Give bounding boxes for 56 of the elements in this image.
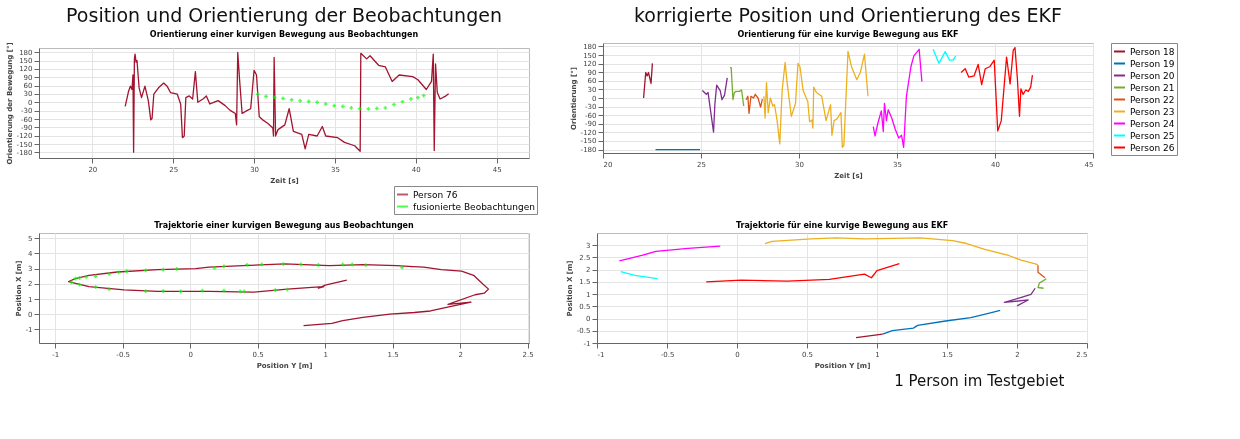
point — [107, 272, 112, 276]
point — [222, 288, 226, 293]
line-series — [642, 62, 654, 99]
point — [281, 262, 286, 266]
line-series — [729, 66, 745, 107]
point — [107, 287, 112, 292]
point — [315, 100, 320, 105]
point — [273, 288, 278, 293]
point — [143, 289, 148, 293]
point — [298, 99, 303, 103]
line-series — [745, 93, 763, 115]
legend-label: fusionierte Beobachtungen — [413, 201, 535, 212]
legend-label: Person 22 — [1130, 94, 1175, 105]
point — [323, 102, 328, 106]
line-series — [960, 46, 1034, 132]
point — [349, 106, 354, 110]
point — [161, 289, 166, 293]
line-series — [932, 48, 957, 64]
point — [363, 263, 368, 268]
legend-label: Person 19 — [1130, 58, 1175, 69]
text: Position und Orientierung der Beobachtungen — [66, 4, 502, 26]
point — [245, 262, 249, 267]
text: korrigierte Position und Orientierung des EKF — [633, 4, 1063, 26]
line-series — [701, 77, 728, 133]
chart-title: Orientierung für eine kurvige Bewegung aus EKF — [737, 30, 959, 40]
legend-label: Person 25 — [1130, 130, 1175, 141]
line-series — [763, 50, 869, 148]
chart-title: Trajektorie für eine kurvige Bewegung aus EKF — [735, 221, 949, 230]
point — [357, 106, 362, 111]
chart-title: Trajektorie einer kurvigen Bewegung aus Beobachtungen — [154, 221, 415, 230]
legend-label: Person 23 — [1130, 106, 1175, 117]
legend-label: Person 18 — [1130, 46, 1175, 57]
line-series — [1003, 287, 1036, 307]
legend-label: Person 26 — [1130, 142, 1175, 153]
line-series — [124, 51, 450, 153]
legend-label: Person 20 — [1130, 70, 1175, 81]
point — [409, 97, 413, 101]
line-series — [881, 309, 1001, 335]
legend-label: Person 24 — [1130, 118, 1175, 129]
point — [93, 274, 98, 279]
line-series — [1037, 278, 1048, 289]
line-series — [68, 263, 490, 327]
point — [174, 267, 179, 271]
chart-title: Orientierung einer kurvigen Bewegung aus Beobachtungen — [149, 29, 419, 39]
line-series — [618, 245, 721, 262]
point — [255, 92, 260, 97]
legend-label: Person 21 — [1130, 82, 1175, 93]
line-series — [705, 262, 901, 283]
line-series — [764, 237, 1039, 266]
text: 1 Person im Testgebiet — [894, 372, 1065, 390]
line-series — [872, 48, 923, 148]
point — [124, 269, 129, 274]
point — [93, 285, 98, 290]
legend-label: Person 76 — [413, 189, 458, 200]
point — [161, 267, 166, 272]
point — [84, 275, 89, 279]
